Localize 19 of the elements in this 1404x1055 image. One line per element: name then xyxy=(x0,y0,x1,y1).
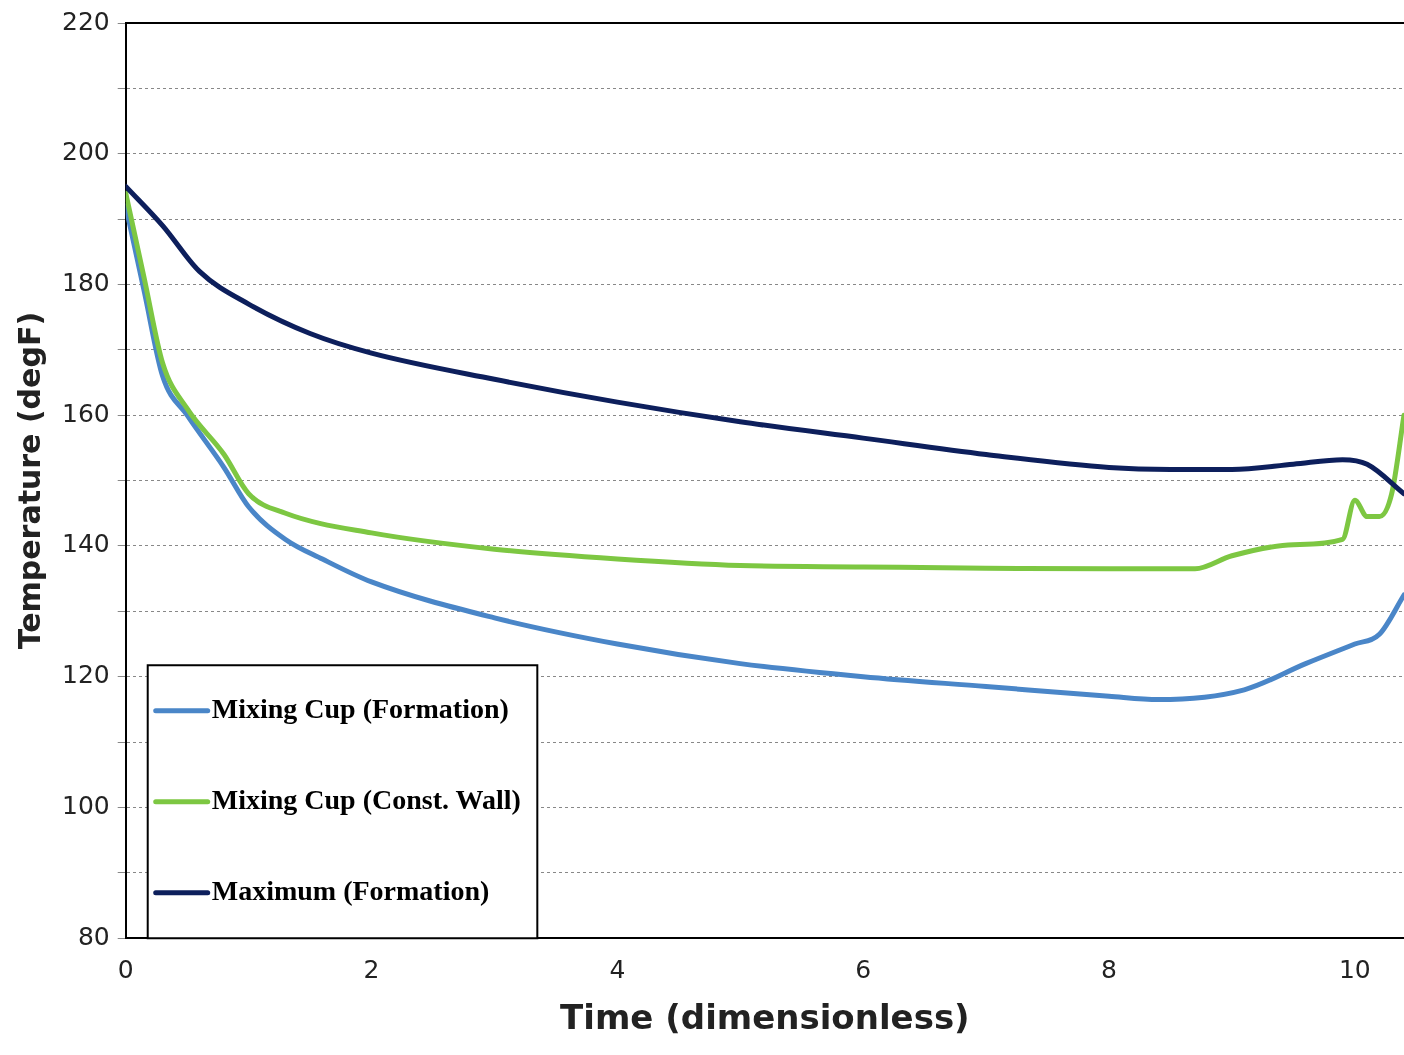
legend-label: Mixing Cup (Const. Wall) xyxy=(211,783,521,815)
x-tick-label: 0 xyxy=(117,954,134,984)
x-tick-label: 6 xyxy=(855,954,872,984)
y-tick-label: 180 xyxy=(62,267,110,297)
y-tick-label: 140 xyxy=(62,529,110,559)
y-axis-title: Temperature (degF) xyxy=(11,311,47,650)
y-tick-label: 200 xyxy=(62,137,110,167)
x-tick-label: 2 xyxy=(363,954,380,984)
y-tick-label: 120 xyxy=(62,660,110,690)
x-tick-label: 8 xyxy=(1101,954,1117,984)
y-tick-label: 100 xyxy=(62,790,110,820)
x-tick-label: 10 xyxy=(1338,954,1371,984)
y-tick-label: 160 xyxy=(62,398,110,428)
y-tick-label: 220 xyxy=(62,6,110,36)
legend-label: Maximum (Formation) xyxy=(211,874,490,906)
y-tick-label: 80 xyxy=(77,921,110,951)
x-tick-label: 4 xyxy=(609,954,626,984)
x-axis-title: Time (dimensionless) xyxy=(560,997,970,1038)
legend-label: Mixing Cup (Formation) xyxy=(211,692,509,724)
